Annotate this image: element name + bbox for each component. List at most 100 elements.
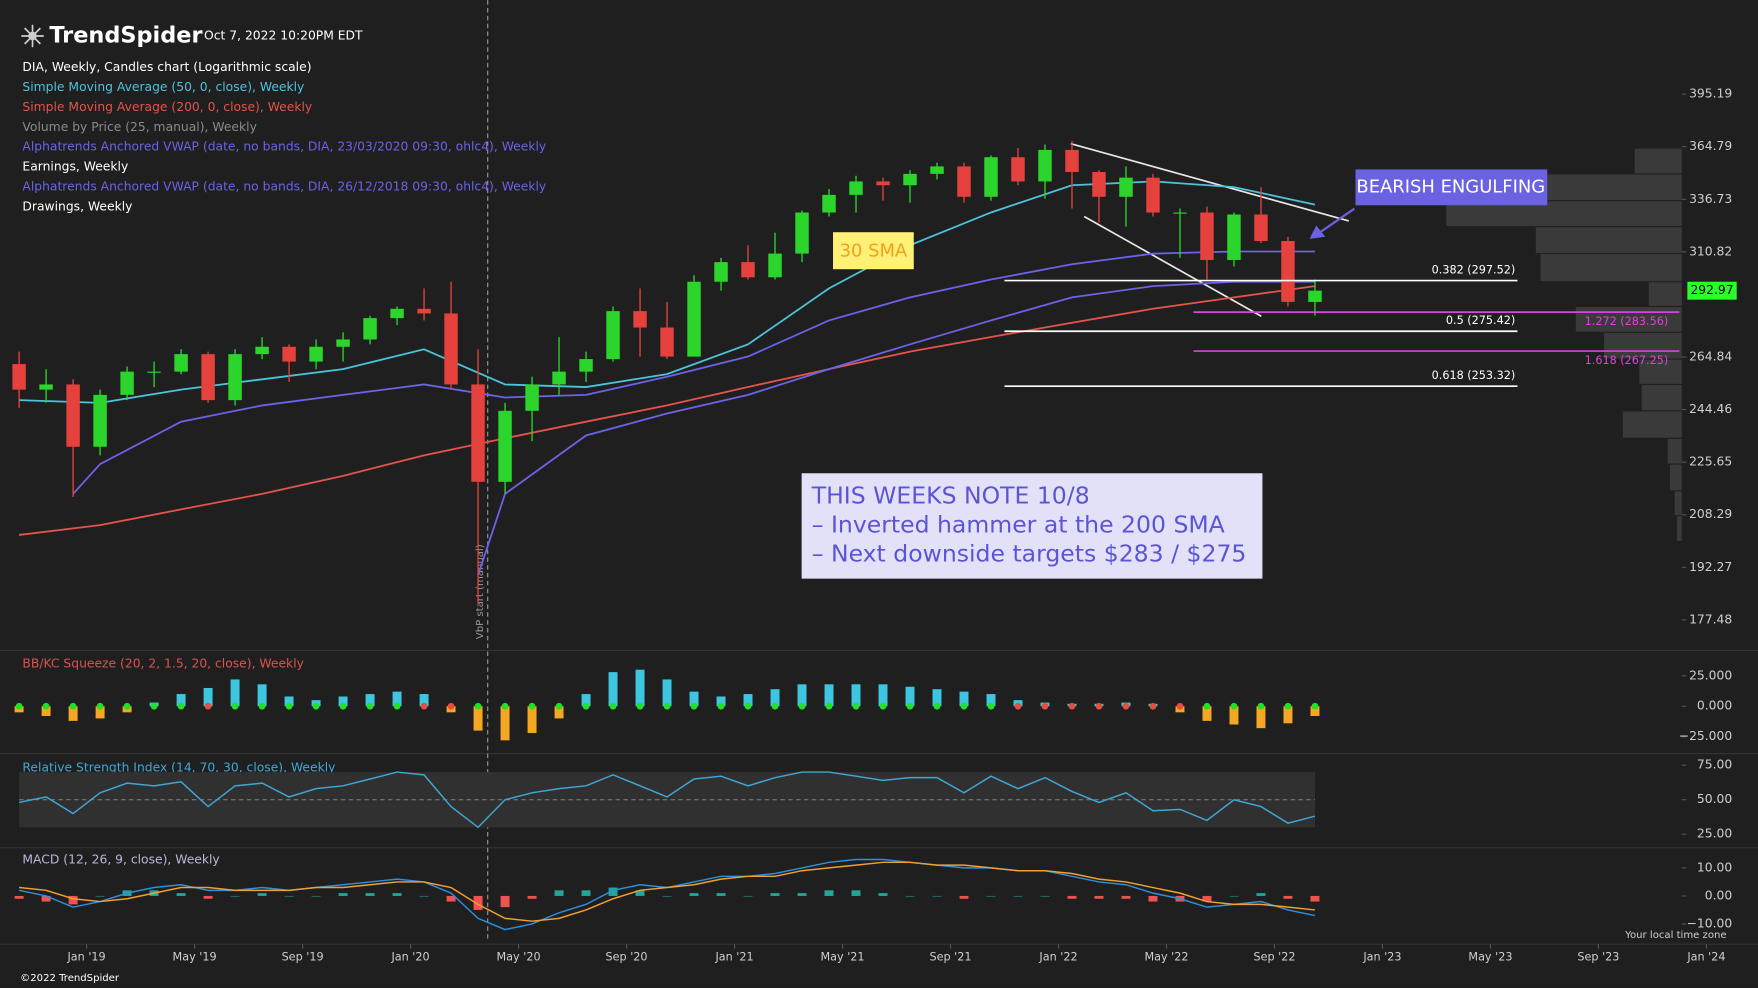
candle-body (552, 371, 566, 385)
momentum-bar (338, 696, 348, 707)
macd-histogram-bar (392, 893, 402, 896)
timestamp: Oct 7, 2022 10:20PM EDT (204, 29, 363, 43)
panel-title: BB/KC Squeeze (20, 2, 1.5, 20, close), W… (22, 656, 303, 670)
squeeze-dot (1014, 702, 1022, 710)
fib-level-label: 1.272 (283.56) (1585, 315, 1669, 328)
squeeze-dot (960, 702, 968, 710)
candle-body (903, 173, 917, 186)
macd-histogram-bar (1067, 895, 1077, 899)
squeeze-dot (1284, 702, 1292, 710)
squeeze-dot (393, 702, 401, 710)
squeeze-dot (1230, 702, 1238, 710)
candle-body (984, 157, 998, 197)
macd-histogram-bar (1121, 895, 1131, 899)
candle-body (1065, 149, 1079, 173)
macd-histogram-bar (230, 895, 240, 897)
macd-histogram-bar (1310, 895, 1320, 902)
legend-entry: Alphatrends Anchored VWAP (date, no band… (22, 180, 546, 194)
momentum-bar (176, 694, 186, 707)
macd-histogram-bar (1202, 895, 1212, 902)
momentum-bar (905, 686, 915, 707)
note-line: – Next downside targets $283 / $275 (812, 540, 1247, 568)
momentum-bar (797, 684, 807, 707)
legend-entry: DIA, Weekly, Candles chart (Logarithmic … (22, 60, 311, 74)
momentum-bar (1229, 706, 1239, 725)
squeeze-dot (474, 702, 482, 710)
candle-body (336, 339, 350, 347)
y-tick-label: 264.84 (1689, 349, 1732, 363)
volume-profile-bar (1540, 254, 1682, 282)
x-tick-label: May '23 (1468, 951, 1512, 964)
macd-histogram-bar (986, 895, 996, 897)
candle-body (282, 346, 296, 362)
x-tick-label: May '22 (1144, 951, 1188, 964)
candle-body (147, 371, 161, 373)
squeeze-dot (933, 702, 941, 710)
squeeze-dot (420, 702, 428, 710)
macd-histogram-bar (581, 890, 591, 896)
candle-body (768, 253, 782, 278)
squeeze-dot (1149, 702, 1157, 710)
volume-profile-bar (1604, 332, 1682, 359)
macd-histogram-bar (554, 890, 564, 896)
candle-body (444, 313, 458, 385)
squeeze-dot (1041, 702, 1049, 710)
fib-level-label: 0.382 (297.52) (1432, 263, 1516, 276)
squeeze-dot (663, 702, 671, 710)
macd-histogram-bar (635, 890, 645, 896)
fib-level-label: 0.618 (253.32) (1432, 369, 1516, 382)
y-tick-label: 0.00 (1705, 888, 1733, 902)
macd-histogram-bar (95, 895, 105, 897)
volume-profile-bar (1575, 307, 1682, 332)
volume-profile-bar (1446, 201, 1682, 227)
rsi-line (18, 771, 1316, 829)
candle-body (1308, 290, 1322, 302)
candle-body (1119, 177, 1133, 197)
macd-histogram-bar (1094, 895, 1104, 899)
candle-body (174, 354, 188, 372)
fib-level-label: 1.618 (267.25) (1585, 354, 1669, 367)
panel-title: MACD (12, 26, 9, close), Weekly (22, 853, 219, 867)
squeeze-dot (717, 702, 725, 710)
momentum-bar (230, 679, 240, 707)
candle-body (390, 308, 404, 319)
last-price-label: 292.97 (1690, 283, 1733, 297)
candle-body (930, 166, 944, 174)
volume-profile-bar (1639, 359, 1682, 384)
candle-body (1200, 212, 1214, 260)
squeeze-dot (1122, 702, 1130, 710)
momentum-bar (716, 696, 726, 707)
momentum-bar (1310, 706, 1320, 716)
y-tick-label: 310.82 (1689, 244, 1732, 258)
y-tick-label: 50.00 (1697, 792, 1732, 806)
macd-histogram-bar (770, 893, 780, 896)
candle-body (228, 354, 242, 401)
squeeze-dot (15, 702, 23, 710)
indicator-line (72, 250, 1315, 495)
squeeze-dot (609, 702, 617, 710)
legend-entry: Simple Moving Average (200, 0, close), W… (22, 100, 312, 114)
x-tick-label: Jan '21 (714, 951, 753, 964)
candle-body (1011, 157, 1025, 182)
squeeze-dot (987, 702, 995, 710)
macd-histogram-bar (419, 895, 429, 897)
squeeze-dot (177, 702, 185, 710)
note-line: THIS WEEKS NOTE 10/8 (811, 481, 1090, 509)
logo-icon (21, 24, 44, 48)
volume-profile-bar (1535, 227, 1682, 254)
macd-histogram-bar (932, 895, 942, 897)
x-tick-label: Sep '22 (1253, 951, 1295, 964)
volume-profile-bar (1648, 282, 1682, 306)
fib-level-label: 0.5 (275.42) (1446, 314, 1515, 327)
y-tick-label: 177.48 (1689, 612, 1732, 626)
squeeze-dot (42, 702, 50, 710)
candle-body (579, 359, 593, 372)
macd-histogram-bar (716, 893, 726, 896)
squeeze-dot (312, 702, 320, 710)
momentum-bar (1202, 706, 1212, 721)
x-tick-label: Sep '19 (282, 951, 324, 964)
squeeze-dot (852, 702, 860, 710)
copyright: ©2022 TrendSpider (20, 973, 120, 984)
volume-profile-bar (1634, 148, 1682, 174)
legend-entry: Volume by Price (25, manual), Weekly (22, 120, 256, 134)
